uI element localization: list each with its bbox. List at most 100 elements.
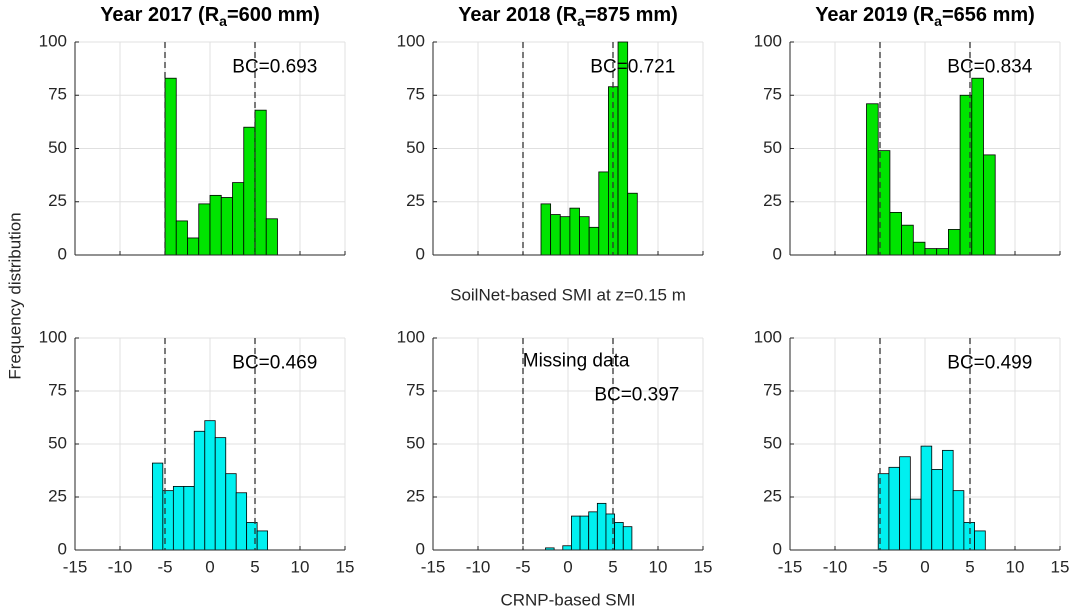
- annotation: BC=0.693: [232, 57, 317, 78]
- bar: [220, 197, 233, 256]
- bar: [588, 226, 600, 256]
- bar: [183, 485, 195, 551]
- bar: [214, 437, 227, 551]
- title-part: Year 2018 (R: [458, 4, 578, 26]
- bar: [889, 211, 903, 256]
- x-tick-label: 0: [205, 557, 214, 576]
- bar: [256, 530, 269, 551]
- bar: [579, 216, 590, 256]
- x-tick-label: 10: [1006, 557, 1025, 576]
- bar: [187, 237, 200, 256]
- annotation: BC=0.499: [947, 352, 1032, 373]
- bar: [235, 492, 248, 551]
- y-tick-label: 100: [397, 31, 425, 50]
- title-part: a: [219, 13, 227, 29]
- bar: [924, 248, 938, 256]
- x-axis-label: SoilNet-based SMI at z=0.15 m: [450, 285, 686, 304]
- y-tick-label: 75: [48, 380, 67, 399]
- bar: [974, 530, 986, 551]
- y-tick-label: 25: [763, 191, 782, 210]
- chart-title: Year 2019 (Ra=656 mm): [815, 4, 1035, 28]
- y-tick-label: 100: [397, 327, 425, 346]
- y-tick-label: 25: [48, 191, 67, 210]
- bar: [254, 109, 267, 256]
- bar: [164, 77, 177, 256]
- y-tick-label: 50: [763, 433, 782, 452]
- x-tick-label: -15: [421, 557, 446, 576]
- y-tick-label: 0: [773, 539, 782, 558]
- bar: [608, 86, 619, 256]
- title-part: Year 2017 (R: [100, 4, 220, 26]
- bar: [627, 192, 638, 256]
- bar: [971, 77, 984, 256]
- bar: [204, 420, 216, 551]
- y-tick-label: 0: [773, 244, 782, 263]
- bar: [209, 194, 222, 256]
- bar: [952, 490, 965, 551]
- bar: [920, 445, 933, 551]
- bar: [909, 498, 922, 551]
- y-tick-label: 25: [406, 486, 425, 505]
- x-tick-label: -15: [63, 557, 88, 576]
- bar: [225, 473, 237, 551]
- y-tick-label: 50: [48, 433, 67, 452]
- annotation: BC=0.397: [594, 384, 679, 405]
- x-tick-label: 5: [965, 557, 974, 576]
- x-tick-label: -5: [157, 557, 172, 576]
- x-tick-label: 15: [336, 557, 355, 576]
- x-tick-label: 5: [608, 557, 617, 576]
- bar: [559, 216, 571, 256]
- title-part: =656 mm): [942, 4, 1035, 26]
- x-tick-label: 0: [563, 557, 572, 576]
- x-tick-label: 10: [291, 557, 310, 576]
- bar: [948, 229, 961, 256]
- y-tick-label: 0: [416, 244, 425, 263]
- bar: [901, 224, 914, 256]
- bar: [243, 126, 256, 256]
- title-part: a: [577, 13, 585, 29]
- y-tick-label: 50: [48, 138, 67, 157]
- annotation: Missing data: [523, 350, 630, 371]
- bar: [936, 248, 949, 256]
- y-tick-label: 75: [763, 380, 782, 399]
- y-tick-label: 50: [406, 433, 425, 452]
- bar: [175, 220, 188, 256]
- x-tick-label: 10: [649, 557, 668, 576]
- bar: [614, 522, 624, 551]
- title-part: a: [934, 13, 942, 29]
- y-tick-label: 25: [48, 486, 67, 505]
- x-axis-label: CRNP-based SMI: [500, 590, 635, 609]
- title-part: =600 mm): [227, 4, 320, 26]
- bar: [931, 469, 943, 551]
- annotation: BC=0.469: [232, 352, 317, 373]
- bar: [942, 449, 954, 551]
- annotation: BC=0.721: [590, 57, 675, 78]
- y-tick-label: 0: [416, 539, 425, 558]
- bar: [246, 522, 258, 551]
- bar: [622, 526, 633, 551]
- y-tick-label: 100: [39, 327, 67, 346]
- x-tick-label: 15: [694, 557, 713, 576]
- x-tick-label: 5: [250, 557, 259, 576]
- y-tick-label: 25: [406, 191, 425, 210]
- bar: [963, 522, 975, 551]
- y-tick-label: 100: [39, 31, 67, 50]
- bar: [983, 154, 996, 256]
- y-tick-label: 25: [763, 486, 782, 505]
- y-tick-label: 100: [754, 31, 782, 50]
- x-tick-label: -5: [515, 557, 530, 576]
- bar: [172, 485, 185, 551]
- bar: [912, 241, 926, 256]
- bar: [265, 218, 278, 256]
- bar: [571, 515, 581, 551]
- bar: [598, 171, 609, 256]
- bar: [198, 203, 211, 256]
- annotation: BC=0.834: [947, 57, 1032, 78]
- y-tick-label: 0: [58, 244, 67, 263]
- x-tick-label: -15: [778, 557, 803, 576]
- bar: [899, 456, 911, 551]
- y-tick-label: 100: [754, 327, 782, 346]
- y-tick-label: 75: [406, 380, 425, 399]
- bar: [569, 207, 580, 256]
